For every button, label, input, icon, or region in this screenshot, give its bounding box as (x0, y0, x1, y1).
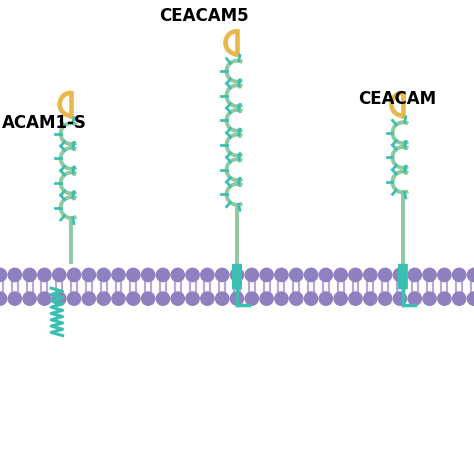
Circle shape (67, 292, 81, 305)
Circle shape (127, 268, 140, 282)
Circle shape (319, 268, 333, 282)
Circle shape (290, 268, 303, 282)
Circle shape (0, 268, 7, 282)
Circle shape (453, 292, 466, 305)
Circle shape (438, 292, 451, 305)
Circle shape (334, 268, 347, 282)
Circle shape (408, 268, 421, 282)
Circle shape (423, 268, 436, 282)
Circle shape (364, 292, 377, 305)
Circle shape (393, 268, 407, 282)
Circle shape (319, 292, 333, 305)
Circle shape (393, 292, 407, 305)
Circle shape (275, 268, 288, 282)
Circle shape (38, 268, 51, 282)
Circle shape (156, 292, 170, 305)
Circle shape (156, 268, 170, 282)
Circle shape (230, 268, 244, 282)
Circle shape (82, 268, 96, 282)
FancyBboxPatch shape (399, 264, 407, 289)
Circle shape (408, 292, 421, 305)
Circle shape (378, 292, 392, 305)
Text: CEACAM: CEACAM (358, 90, 436, 108)
Circle shape (423, 292, 436, 305)
Circle shape (38, 292, 51, 305)
Circle shape (82, 292, 96, 305)
Text: CEACAM5: CEACAM5 (159, 7, 248, 25)
Circle shape (0, 292, 7, 305)
Circle shape (216, 292, 229, 305)
FancyBboxPatch shape (233, 264, 241, 289)
Circle shape (216, 268, 229, 282)
Circle shape (245, 268, 258, 282)
Circle shape (201, 268, 214, 282)
Circle shape (23, 268, 36, 282)
Circle shape (245, 292, 258, 305)
Circle shape (8, 292, 21, 305)
Circle shape (230, 292, 244, 305)
Circle shape (8, 268, 21, 282)
Circle shape (304, 268, 318, 282)
Circle shape (97, 292, 110, 305)
Circle shape (290, 292, 303, 305)
Circle shape (467, 268, 474, 282)
Circle shape (467, 292, 474, 305)
Circle shape (142, 292, 155, 305)
Circle shape (349, 292, 362, 305)
Circle shape (349, 268, 362, 282)
Circle shape (453, 268, 466, 282)
Circle shape (112, 292, 125, 305)
Circle shape (275, 292, 288, 305)
Circle shape (23, 292, 36, 305)
Circle shape (171, 292, 184, 305)
Circle shape (260, 268, 273, 282)
Circle shape (127, 292, 140, 305)
Circle shape (171, 268, 184, 282)
Circle shape (97, 268, 110, 282)
Circle shape (260, 292, 273, 305)
Circle shape (53, 268, 66, 282)
Circle shape (186, 292, 199, 305)
Circle shape (304, 292, 318, 305)
Circle shape (334, 292, 347, 305)
Circle shape (364, 268, 377, 282)
Text: ACAM1-S: ACAM1-S (2, 114, 87, 132)
Circle shape (378, 268, 392, 282)
Circle shape (67, 268, 81, 282)
Circle shape (186, 268, 199, 282)
Circle shape (201, 292, 214, 305)
Circle shape (142, 268, 155, 282)
Circle shape (53, 292, 66, 305)
Circle shape (112, 268, 125, 282)
Circle shape (438, 268, 451, 282)
